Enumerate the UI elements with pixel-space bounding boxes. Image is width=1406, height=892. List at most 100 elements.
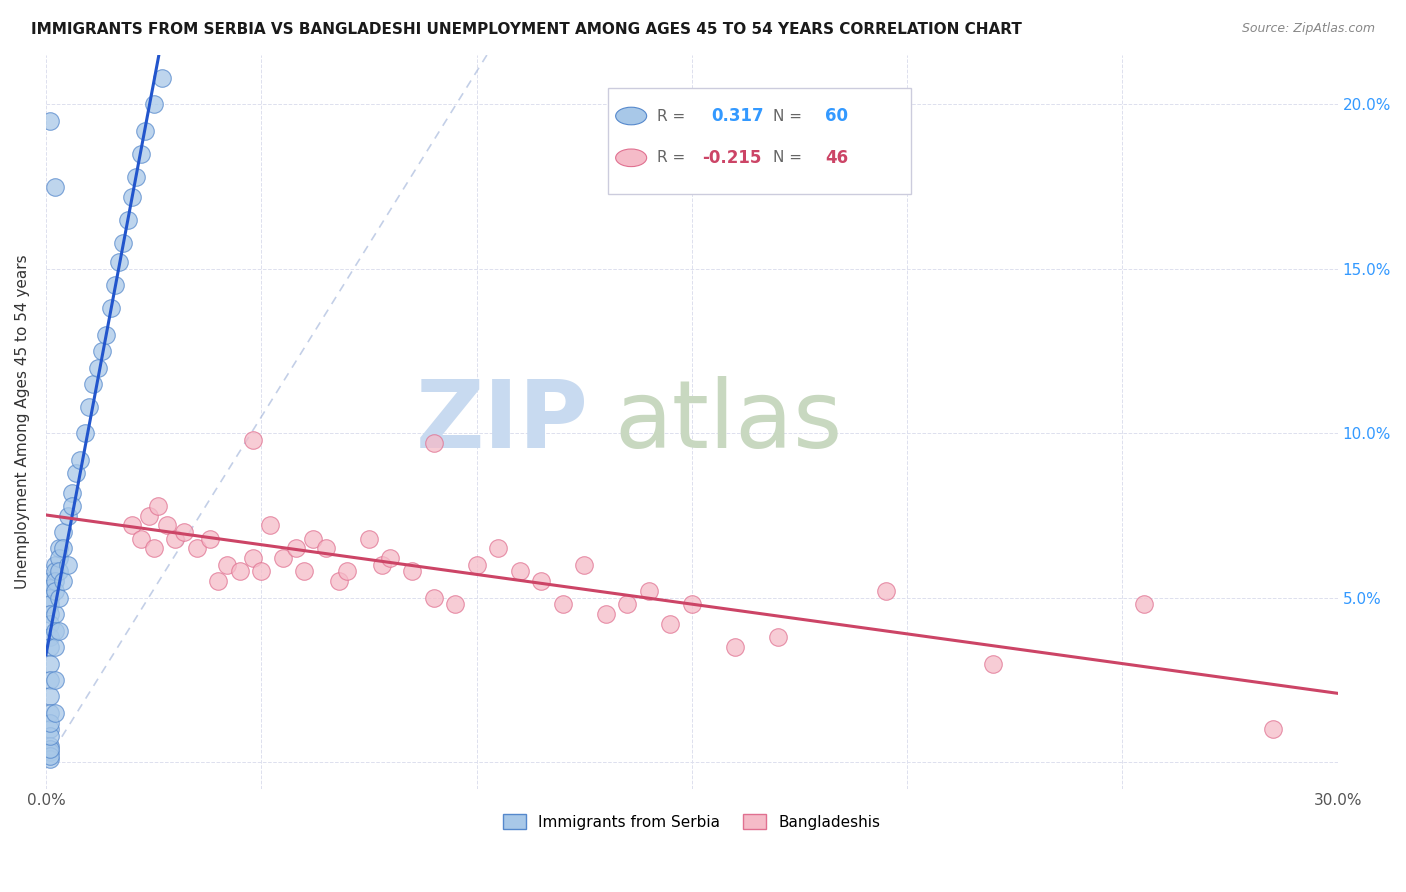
Point (39, 581, 62, 595)
Point (207, 574, 229, 589)
Point (96, 327, 118, 342)
Point (44, 607, 66, 622)
Point (44, 624, 66, 638)
Point (108, 255, 131, 269)
Text: R =: R = (657, 109, 690, 123)
Point (271, 551, 294, 566)
Point (73, 426, 96, 441)
Point (39, 607, 62, 622)
Point (44, 574, 66, 589)
Text: N =: N = (773, 151, 807, 165)
Point (637, 584, 659, 599)
Point (315, 541, 337, 556)
Point (422, 591, 444, 605)
Point (186, 541, 208, 556)
Text: ZIP: ZIP (416, 376, 589, 467)
Point (112, 235, 135, 250)
Point (100, 301, 122, 316)
Text: -0.215: -0.215 (702, 149, 762, 167)
Point (39, 673, 62, 687)
Point (39, 640, 62, 654)
Point (82, 377, 104, 392)
Point (39, 715, 62, 730)
Point (91, 344, 114, 359)
Point (44, 179, 66, 194)
Point (284, 541, 307, 556)
Point (44, 565, 66, 579)
Circle shape (616, 149, 647, 167)
Point (875, 584, 897, 599)
Point (150, 71, 173, 86)
Point (39, 742, 62, 756)
Point (39, 574, 62, 589)
Point (146, 499, 169, 513)
Point (595, 607, 617, 622)
Point (198, 532, 221, 546)
Text: 46: 46 (825, 149, 848, 167)
Point (659, 617, 682, 632)
Point (229, 565, 252, 579)
Point (357, 532, 380, 546)
Point (465, 558, 488, 572)
Point (44, 584, 66, 599)
Point (302, 532, 325, 546)
Point (155, 518, 177, 533)
Point (444, 598, 467, 612)
Text: Source: ZipAtlas.com: Source: ZipAtlas.com (1241, 22, 1375, 36)
Point (242, 433, 264, 447)
Point (142, 97, 165, 112)
Point (52, 541, 75, 556)
Point (56, 508, 79, 523)
Point (530, 574, 553, 589)
Point (44, 558, 66, 572)
Point (142, 541, 165, 556)
Point (173, 524, 195, 539)
Point (39, 745, 62, 759)
Point (56, 558, 79, 572)
Point (39, 729, 62, 743)
Point (486, 541, 509, 556)
Point (77, 400, 100, 414)
Point (616, 598, 638, 612)
Point (48, 541, 70, 556)
Point (60, 499, 83, 513)
Point (48, 565, 70, 579)
Point (328, 574, 350, 589)
Point (39, 690, 62, 704)
Point (104, 278, 127, 293)
Text: N =: N = (773, 109, 807, 123)
Point (39, 706, 62, 720)
Point (44, 673, 66, 687)
Point (39, 723, 62, 737)
Point (39, 114, 62, 128)
Text: 0.317: 0.317 (711, 107, 763, 125)
Point (1263, 723, 1285, 737)
Point (724, 640, 747, 654)
Point (242, 551, 264, 566)
Point (138, 508, 160, 523)
Point (39, 630, 62, 644)
Point (39, 752, 62, 766)
Point (981, 657, 1004, 671)
Text: R =: R = (657, 151, 690, 165)
Point (48, 551, 70, 566)
Point (86, 360, 108, 375)
Point (52, 524, 75, 539)
Point (422, 436, 444, 450)
Point (371, 558, 394, 572)
Point (117, 212, 139, 227)
Point (48, 624, 70, 638)
Point (129, 532, 152, 546)
Point (39, 657, 62, 671)
Point (39, 617, 62, 632)
Point (1133, 598, 1156, 612)
Point (215, 558, 238, 572)
Point (48, 591, 70, 605)
Point (129, 146, 152, 161)
Text: atlas: atlas (614, 376, 842, 467)
Circle shape (616, 107, 647, 125)
Point (52, 574, 75, 589)
Point (250, 565, 273, 579)
Point (39, 591, 62, 605)
Point (134, 124, 156, 138)
